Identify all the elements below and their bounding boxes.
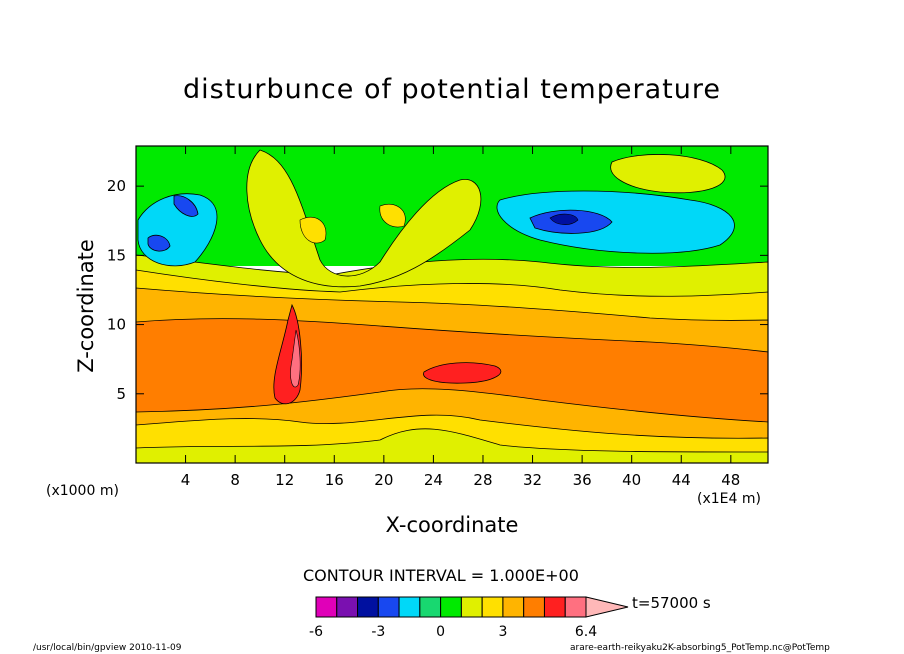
x-tick-label: 44 [672,471,691,489]
y-tick-label: 5 [116,385,126,403]
x-tick-label: 12 [275,471,294,489]
x-tick-label: 8 [230,471,240,489]
colorbar-swatch [481,596,504,618]
colorbar-swatch [398,596,421,618]
y-axis: 5 10 15 20 [107,177,768,403]
colorbar-swatch [377,596,400,618]
colorbar-swatch [440,596,462,618]
upper-orange-patches [299,204,406,244]
colorbar-tick-label: 0 [436,624,445,640]
upper-darkblue-right [549,213,579,225]
warm-band-core [423,362,502,384]
colorbar: -6 -3 0 3 6.4 [309,596,629,640]
x-tick-label: 4 [181,471,191,489]
x-tick-label: 28 [473,471,492,489]
y-scale-note: (x1000 m) [46,483,119,499]
x-tick-label: 20 [374,471,393,489]
x-tick-label: 24 [424,471,443,489]
heatmap-field [136,146,768,463]
chart-title: disturbunce of potential temperature [183,74,721,105]
upper-cyan-right [496,190,735,254]
colorbar-swatch [564,596,587,618]
upper-blue-left-b [173,195,199,217]
y-tick-label: 10 [107,316,126,334]
contour-interval-label: CONTOUR INTERVAL = 1.000E+00 [303,566,579,585]
x-tick-label: 40 [622,471,641,489]
x-tick-label: 36 [573,471,592,489]
upper-blue-left-a [147,234,171,252]
colorbar-tick-label: 6.4 [575,624,597,640]
x-tick-label: 16 [325,471,344,489]
upper-yellow-plume [246,149,482,288]
y-tick-label: 15 [107,246,126,264]
x-axis-label: X-coordinate [385,513,519,537]
x-tick-label: 48 [721,471,740,489]
convective-core-inner [290,329,301,388]
colorbar-swatch [543,596,566,618]
colorbar-swatch [336,596,359,618]
colorbar-tick-label: -6 [309,624,323,640]
y-tick-label: 20 [107,177,126,195]
colorbar-swatch [502,596,525,618]
time-label: t=57000 s [632,594,711,612]
colorbar-swatch [419,596,442,618]
colorbar-swatch [523,596,545,618]
footer-right: arare-earth-reikyaku2K-absorbing5_PotTem… [570,643,830,653]
x-axis: 4 8 12 16 20 24 28 32 36 40 44 48 [181,146,740,489]
field-bottom-layer [136,428,768,463]
colorbar-extend-arrow [585,596,629,618]
colorbar-swatch [315,596,338,618]
colorbar-swatch [357,596,379,618]
plot-frame [135,145,769,464]
upper-yellow-right [610,154,726,194]
colorbar-tick-label: 3 [498,624,507,640]
x-tick-label: 32 [523,471,542,489]
colorbar-tick-label: -3 [371,624,385,640]
x-scale-note: (x1E4 m) [697,491,761,507]
colorbar-swatch [460,596,483,618]
footer-left: /usr/local/bin/gpview 2010-11-09 [33,643,182,653]
